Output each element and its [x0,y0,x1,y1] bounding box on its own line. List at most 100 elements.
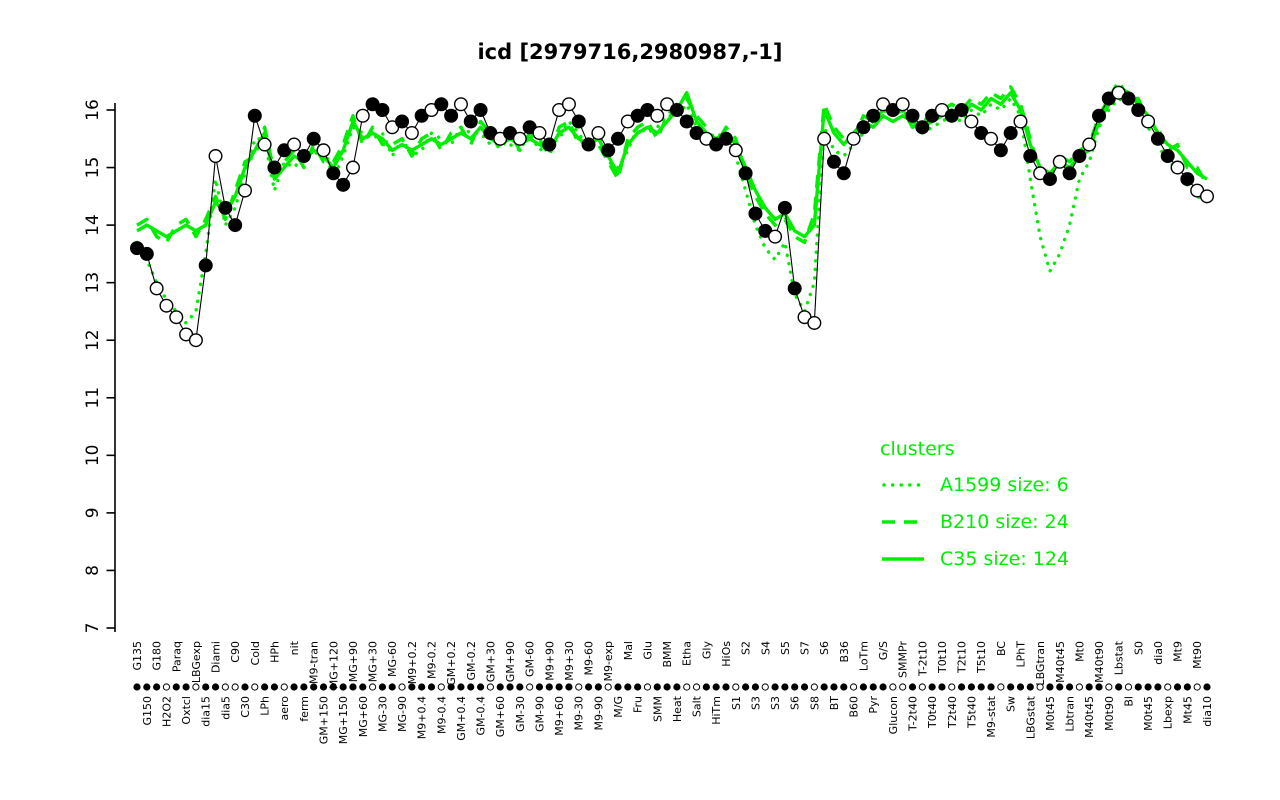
svg-text:GM-0.4: GM-0.4 [475,696,488,735]
svg-text:Salt: Salt [691,695,704,717]
svg-text:Mt90: Mt90 [1191,641,1204,669]
svg-text:S3: S3 [749,696,762,710]
svg-text:16: 16 [83,99,103,121]
svg-text:MG+30: MG+30 [367,641,380,682]
svg-text:Heat: Heat [671,695,684,722]
svg-text:Mt0: Mt0 [1073,641,1086,662]
svg-text:dia5: dia5 [219,696,232,720]
svg-text:T5t40: T5t40 [965,696,978,729]
svg-text:Fru: Fru [632,696,645,713]
svg-text:LPh: LPh [259,696,272,716]
svg-text:Paraq: Paraq [170,641,183,672]
svg-text:Glu: Glu [641,641,654,660]
svg-text:B36: B36 [838,641,851,663]
legend-entry-b210: B210 size: 24 [880,511,1069,533]
svg-text:M40t90: M40t90 [1093,641,1106,683]
svg-text:14: 14 [83,214,103,236]
svg-text:LBGtran: LBGtran [1034,641,1047,686]
svg-text:9: 9 [83,507,103,518]
svg-text:HiOs: HiOs [720,641,733,667]
svg-text:S8: S8 [808,696,821,710]
svg-text:10: 10 [83,445,103,467]
svg-text:M/G: M/G [612,696,625,718]
legend: clusters A1599 size: 6 B210 size: 24 C35… [880,438,1069,585]
svg-text:aero: aero [278,696,291,721]
svg-text:dia10: dia10 [1201,696,1214,727]
legend-entry-label: C35 size: 124 [940,548,1070,570]
svg-text:12: 12 [83,329,103,351]
svg-text:SMMPr: SMMPr [897,641,910,678]
svg-text:Lbexp: Lbexp [1162,696,1175,729]
svg-text:Gly: Gly [700,641,713,660]
svg-text:MG-60: MG-60 [386,641,399,677]
svg-text:T2t10: T2t10 [956,641,969,674]
svg-text:7: 7 [83,623,103,634]
legend-title: clusters [880,438,955,460]
svg-text:LPhT: LPhT [1014,641,1027,668]
svg-text:MG+150: MG+150 [337,696,350,744]
svg-text:S4: S4 [759,641,772,655]
svg-text:Glucon: Glucon [887,696,900,734]
svg-text:T0t40: T0t40 [926,696,939,729]
svg-text:M0t45: M0t45 [1044,696,1057,731]
svg-text:dia15: dia15 [200,696,213,727]
svg-text:C30: C30 [239,696,252,718]
svg-text:nit: nit [288,640,301,655]
svg-text:T5t10: T5t10 [975,641,988,674]
svg-text:M9+90: M9+90 [543,641,556,681]
svg-text:S2: S2 [740,641,753,655]
svg-text:B60: B60 [848,696,861,718]
dashed-line-icon [882,520,924,524]
svg-text:MG-90: MG-90 [396,696,409,732]
svg-text:13: 13 [83,272,103,294]
legend-entry-label: A1599 size: 6 [940,474,1069,496]
svg-text:Lbstat: Lbstat [1113,640,1126,675]
svg-text:Pyr: Pyr [867,696,880,714]
svg-text:Mal: Mal [622,641,635,660]
svg-text:H2O2: H2O2 [160,696,173,727]
svg-text:M9-90: M9-90 [592,696,605,730]
svg-text:G135: G135 [131,641,144,671]
svg-text:dia0: dia0 [1152,641,1165,665]
svg-text:M0t45: M0t45 [1142,696,1155,731]
svg-text:S7: S7 [799,641,812,655]
svg-text:Etha: Etha [681,641,694,666]
svg-text:Lbtran: Lbtran [1064,696,1077,732]
svg-text:M9-30: M9-30 [573,696,586,730]
svg-text:M9+0.2: M9+0.2 [406,641,419,684]
svg-text:S5: S5 [779,641,792,655]
svg-text:HPh: HPh [268,641,281,663]
svg-text:S6: S6 [789,696,802,710]
svg-text:M40t45: M40t45 [1083,696,1096,738]
svg-text:MG+120: MG+120 [327,641,340,689]
svg-text:S6: S6 [818,641,831,655]
dotted-line-icon [882,483,926,487]
svg-text:MG-30: MG-30 [376,696,389,732]
svg-text:GM+60: GM+60 [494,696,507,737]
svg-text:MG+60: MG+60 [357,696,370,737]
svg-text:M9-60: M9-60 [583,641,596,675]
svg-text:S1: S1 [730,696,743,710]
svg-text:Bl: Bl [1122,696,1135,707]
svg-text:HiTm: HiTm [710,696,723,725]
svg-text:GM+90: GM+90 [504,641,517,682]
svg-text:BMM: BMM [661,641,674,668]
svg-text:M9+30: M9+30 [563,641,576,681]
svg-text:GM+150: GM+150 [318,696,331,744]
chart-title: icd [2979716,2980987,-1] [477,40,783,64]
svg-text:M9-0.4: M9-0.4 [435,696,448,734]
svg-text:LBGstat: LBGstat [1024,695,1037,739]
svg-text:G150: G150 [141,696,154,726]
svg-text:Oxtcl: Oxtcl [180,696,193,725]
svg-text:GM+0.4: GM+0.4 [455,696,468,741]
svg-text:M9-0.2: M9-0.2 [425,641,438,679]
svg-text:S0: S0 [1132,641,1145,655]
svg-text:GM-90: GM-90 [533,696,546,732]
svg-text:Sw: Sw [1005,696,1018,712]
svg-text:S3: S3 [769,696,782,710]
svg-text:GM+0.2: GM+0.2 [445,641,458,686]
svg-text:M9-stat: M9-stat [985,695,998,737]
svg-text:M9-tran: M9-tran [308,641,321,684]
svg-text:GM-30: GM-30 [514,696,527,732]
